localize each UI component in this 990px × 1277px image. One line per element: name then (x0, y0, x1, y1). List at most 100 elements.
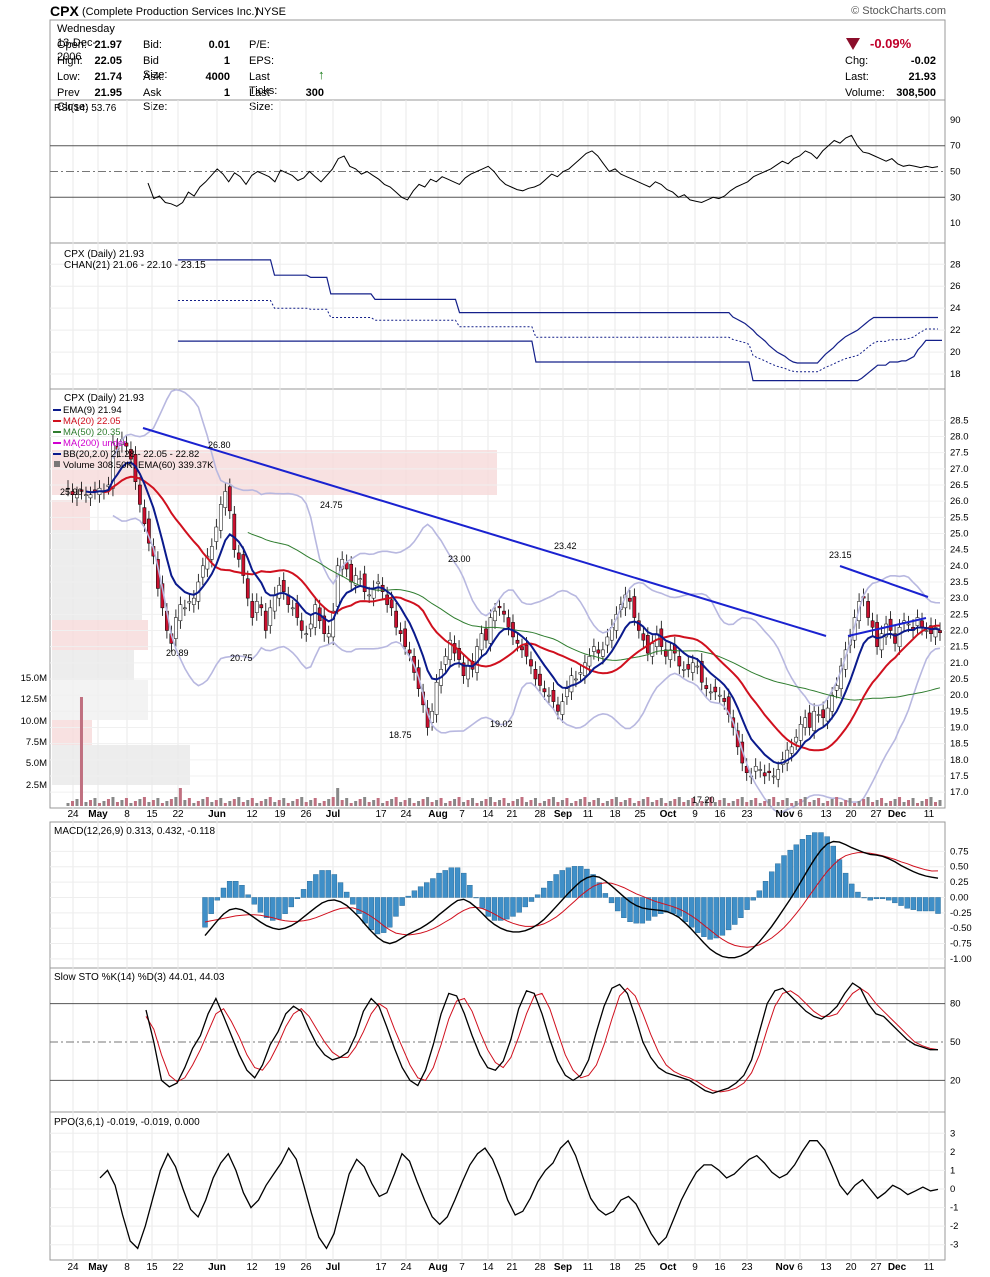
volume-bar (210, 802, 214, 806)
candle-body (834, 685, 839, 691)
volume-bar (898, 797, 902, 806)
x-tick-label: 16 (714, 1262, 726, 1273)
source-credit[interactable]: © StockCharts.com (851, 5, 946, 17)
candle-body (821, 709, 825, 719)
macd-histogram-bar (528, 897, 535, 902)
candle-body (66, 487, 70, 490)
x-tick-label: 28 (534, 1262, 546, 1273)
x-tick-label: 19 (274, 1262, 286, 1273)
volume-bar (412, 803, 416, 806)
volume-bar (286, 803, 290, 806)
volume-bar (151, 800, 155, 806)
volume-bar (75, 799, 79, 806)
x-tick-label: 24 (400, 1262, 412, 1273)
volume-bar (605, 801, 609, 806)
volume-bar (578, 799, 582, 806)
candle-body (789, 746, 794, 754)
x-tick-label: Oct (660, 809, 677, 820)
x-tick-label: Nov (776, 1262, 795, 1273)
last-label: Last: (845, 71, 869, 83)
annotation-low-jun-b: 20.75 (230, 653, 253, 663)
macd-histogram-bar (935, 897, 941, 914)
candle-body (322, 615, 327, 634)
down-arrow-icon (846, 38, 860, 50)
rsi-line (147, 134, 939, 207)
x-tick-label: 17 (375, 1262, 387, 1273)
volume-bar (88, 800, 92, 806)
macd-histogram-bar (226, 881, 233, 898)
macd-histogram-bar (467, 885, 473, 898)
candle-body (798, 724, 803, 741)
candle-body (583, 662, 587, 676)
channel-tick-label: 18 (950, 369, 961, 380)
volume-bar (277, 800, 281, 806)
candle-body (461, 662, 466, 676)
candle-body (578, 672, 583, 675)
candle-body (129, 449, 133, 460)
candle-body (632, 596, 637, 618)
macd-signal-line (204, 852, 939, 948)
ask-label: Ask: (143, 71, 165, 83)
volume-bar (448, 801, 452, 806)
price-tick-label: 17.0 (950, 787, 969, 798)
volume-bar (489, 797, 493, 806)
candle-body (250, 601, 255, 618)
volume-bar (129, 803, 133, 806)
volume-bar (300, 797, 304, 806)
macd-histogram-bar (596, 882, 602, 898)
macd-histogram-bar (781, 855, 787, 898)
volume-bar (93, 798, 97, 806)
ppo-tick-label: 2 (950, 1147, 955, 1158)
volume-value: 308,500 (896, 87, 936, 99)
candle-body (241, 554, 246, 576)
candle-body (466, 665, 470, 680)
x-tick-label: 23 (741, 1262, 753, 1273)
volume-bar (399, 802, 403, 806)
x-tick-label: 7 (459, 1262, 465, 1273)
x-tick-label: 27 (870, 809, 882, 820)
volume-bar (664, 803, 668, 806)
macd-histogram-bar (898, 897, 904, 906)
candle-body (443, 656, 448, 665)
volume-bar (803, 797, 807, 806)
volume-bar (309, 800, 313, 806)
macd-histogram-bar (571, 866, 578, 898)
macd-histogram-bar (676, 897, 682, 917)
x-tick-label: Jun (208, 1262, 226, 1273)
candle-body (403, 628, 407, 647)
volume-bar (857, 801, 861, 806)
macd-histogram-bar (510, 897, 516, 917)
ppo-tick-label: 0 (950, 1184, 955, 1195)
volume-bar (453, 799, 457, 806)
volume-bar (201, 799, 205, 806)
candle-body (681, 669, 686, 671)
candle-body (767, 770, 772, 774)
candle-body (825, 707, 830, 722)
volume-bar (417, 801, 421, 806)
macd-histogram-bar (393, 897, 399, 917)
trendline (142, 427, 827, 637)
x-tick-label: 21 (506, 809, 518, 820)
macd-histogram-bar (651, 897, 658, 917)
price-tick-label: 21.5 (950, 642, 969, 653)
price-legend: EMA(9) 21.94 MA(20) 22.05 MA(50) 20.35 M… (53, 405, 214, 471)
volume-bar (853, 803, 857, 806)
candle-body (551, 690, 556, 702)
volume-bar (574, 801, 578, 806)
x-tick-label: 11 (924, 809, 935, 820)
x-tick-label: 24 (400, 809, 412, 820)
volume-bar (736, 799, 740, 806)
volume-bar (812, 800, 816, 806)
volume-bar (349, 803, 353, 806)
candle-body (816, 714, 821, 716)
candle-body (560, 701, 565, 715)
volume-bar (560, 800, 564, 806)
volume-bar (340, 800, 344, 806)
x-tick-label: 23 (741, 809, 753, 820)
volume-bar (686, 800, 690, 806)
macd-histogram-bar (436, 872, 442, 898)
macd-histogram-bar (688, 897, 695, 928)
macd-histogram-bar (830, 845, 836, 898)
volume-bar (830, 799, 834, 806)
volume-bar (790, 803, 794, 806)
